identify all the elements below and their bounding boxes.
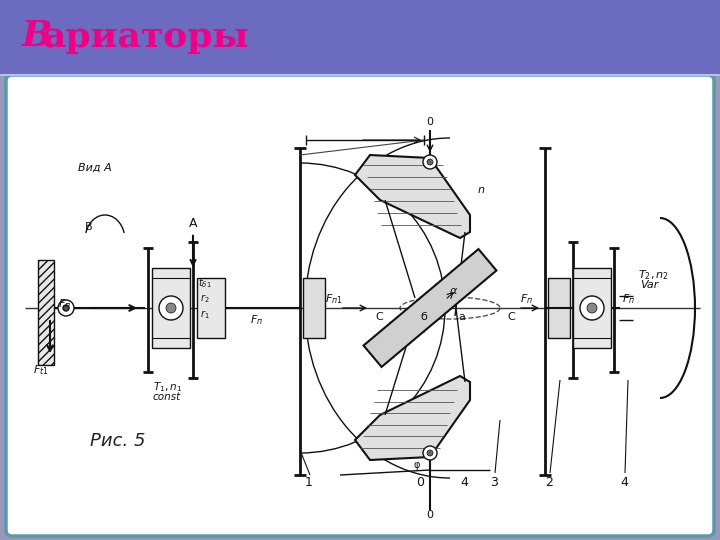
Bar: [38, 260, 54, 365]
Circle shape: [427, 159, 433, 165]
Circle shape: [587, 303, 597, 313]
Circle shape: [63, 305, 69, 311]
Text: $r_2$: $r_2$: [200, 292, 210, 305]
Bar: [152, 268, 190, 348]
Text: $t_{б1}$: $t_{б1}$: [198, 276, 212, 290]
Text: Рис. 5: Рис. 5: [90, 432, 145, 450]
Text: 2: 2: [545, 476, 553, 489]
Circle shape: [427, 450, 433, 456]
Polygon shape: [355, 155, 470, 238]
Polygon shape: [364, 249, 497, 367]
Polygon shape: [355, 376, 470, 460]
Text: ариаторы: ариаторы: [42, 21, 248, 55]
Text: 0: 0: [416, 476, 424, 489]
Text: C: C: [507, 312, 515, 322]
Bar: [0, 0, 720, 75]
FancyBboxPatch shape: [6, 75, 714, 536]
Text: a: a: [458, 312, 465, 322]
Bar: [197, 278, 225, 338]
Text: В: В: [22, 18, 53, 52]
Bar: [573, 268, 611, 348]
Text: φ: φ: [413, 460, 420, 470]
Text: $F_{п1}$: $F_{п1}$: [325, 292, 343, 306]
Circle shape: [580, 296, 604, 320]
Text: $F_п$: $F_п$: [58, 297, 71, 311]
Text: б: б: [420, 312, 427, 322]
Circle shape: [423, 155, 437, 169]
Circle shape: [159, 296, 183, 320]
Text: 1: 1: [305, 476, 313, 489]
Text: C: C: [375, 312, 383, 322]
Bar: [548, 278, 570, 338]
Circle shape: [166, 303, 176, 313]
Text: Var: Var: [640, 280, 658, 290]
Text: $T_2, n_2$: $T_2, n_2$: [638, 268, 669, 282]
Circle shape: [423, 446, 437, 460]
Text: 4: 4: [460, 476, 468, 489]
Text: $F_п$: $F_п$: [250, 313, 264, 327]
Text: 4: 4: [620, 476, 628, 489]
Text: α: α: [450, 286, 457, 296]
Text: $F_{t1}$: $F_{t1}$: [33, 363, 49, 377]
Text: 3: 3: [490, 476, 498, 489]
Text: Вид А: Вид А: [78, 163, 112, 173]
Text: n: n: [478, 185, 485, 195]
Text: $T_1, n_1$: $T_1, n_1$: [153, 380, 182, 394]
Text: 0: 0: [426, 510, 433, 520]
Text: $F_п$: $F_п$: [622, 292, 635, 306]
Bar: [303, 278, 325, 338]
Text: const: const: [153, 392, 181, 402]
Circle shape: [58, 300, 74, 316]
Text: $r_1$: $r_1$: [200, 308, 210, 321]
Text: $F_п$: $F_п$: [520, 292, 534, 306]
Text: A: A: [189, 217, 197, 265]
Text: 0: 0: [426, 117, 433, 127]
Text: B: B: [85, 222, 93, 232]
